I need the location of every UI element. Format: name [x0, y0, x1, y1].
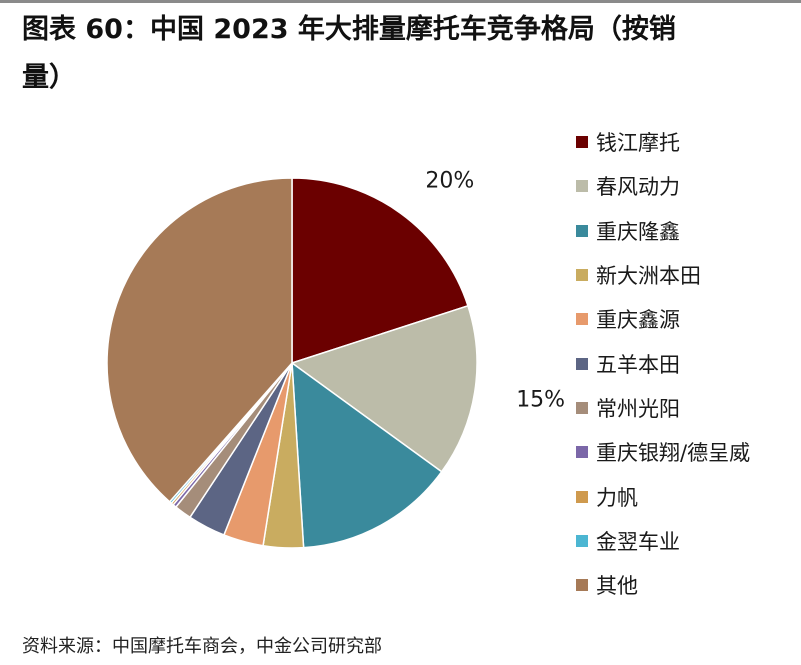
pie-slice-3 — [291, 361, 443, 549]
chart-legend: 钱江摩托春风动力重庆隆鑫新大洲本田重庆鑫源五羊本田常州光阳重庆银翔/德呈威 力帆金… — [576, 120, 796, 607]
legend-label: 钱江摩托 — [596, 131, 680, 156]
legend-item-9: 力帆 — [576, 474, 796, 518]
legend-item-3: 重庆隆鑫 — [576, 209, 796, 253]
legend-swatch — [576, 490, 588, 503]
legend-label: 金翌车业 — [596, 529, 680, 554]
legend-swatch — [576, 401, 588, 414]
chart-title-line-2: 量） — [22, 62, 76, 93]
pie-slice-label-1: 20% — [425, 168, 474, 193]
legend-item-2: 春风动力 — [576, 164, 796, 208]
legend-swatch — [576, 269, 588, 282]
legend-label: 重庆鑫源 — [596, 308, 680, 333]
legend-label: 其他 — [596, 574, 638, 599]
legend-item-10: 金翌车业 — [576, 519, 796, 563]
legend-item-1: 钱江摩托 — [576, 120, 796, 164]
legend-swatch — [576, 579, 588, 592]
legend-item-11: 其他 — [576, 563, 796, 607]
top-border — [0, 0, 801, 3]
legend-swatch — [576, 313, 588, 326]
legend-label: 力帆 — [596, 485, 638, 510]
source-note: 资料来源：中国摩托车商会，中金公司研究部 — [22, 636, 382, 657]
legend-label: 春风动力 — [596, 175, 680, 200]
chart-title-line-1: 图表 60：中国 2023 年大排量摩托车竞争格局（按销 — [22, 14, 676, 45]
chart-title: 图表 60：中国 2023 年大排量摩托车竞争格局（按销 量） — [22, 6, 792, 102]
pie-slices — [106, 177, 478, 549]
pie-slice-1 — [291, 177, 469, 365]
legend-item-6: 五羊本田 — [576, 341, 796, 385]
legend-swatch — [576, 180, 588, 193]
pie-slice-label-2: 15% — [516, 388, 565, 413]
legend-item-8: 重庆银翔/德呈威 — [576, 430, 796, 474]
legend-label: 常州光阳 — [596, 396, 680, 421]
pie-labels: 20% 15% — [425, 168, 565, 412]
legend-label: 重庆银翔/德呈威 — [596, 441, 751, 466]
legend-swatch — [576, 136, 588, 149]
legend-label: 新大洲本田 — [596, 264, 701, 289]
legend-swatch — [576, 534, 588, 547]
legend-label: 五羊本田 — [596, 352, 680, 377]
legend-item-7: 常州光阳 — [576, 386, 796, 430]
pie-slice-2 — [290, 304, 478, 473]
legend-item-5: 重庆鑫源 — [576, 297, 796, 341]
legend-swatch — [576, 357, 588, 370]
legend-swatch — [576, 446, 588, 459]
legend-swatch — [576, 224, 588, 237]
legend-item-4: 新大洲本田 — [576, 253, 796, 297]
pie-slice-11 — [106, 177, 293, 503]
legend-label: 重庆隆鑫 — [596, 219, 680, 244]
